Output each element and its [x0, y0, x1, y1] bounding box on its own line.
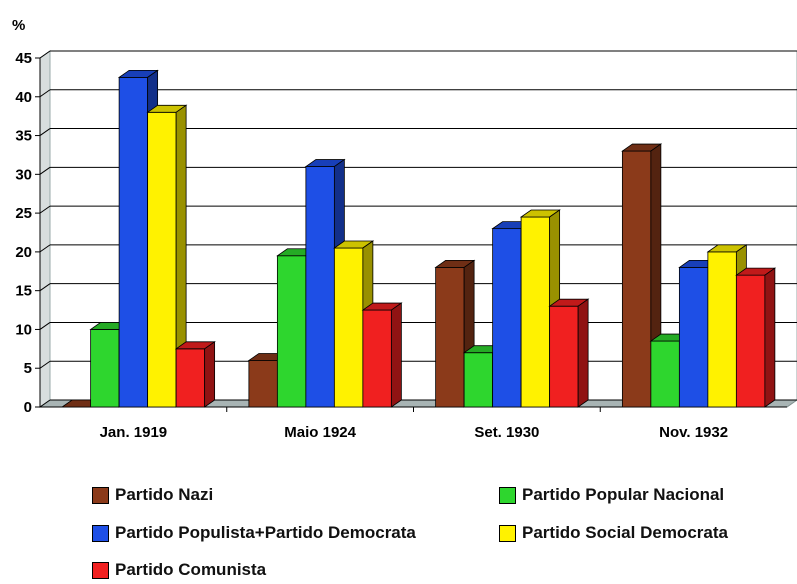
gridline-depth [39, 50, 51, 59]
bar-side-partido-comunista [577, 298, 589, 408]
bar-partido-popular-nacional [276, 255, 307, 408]
x-tick-label: Set. 1930 [474, 424, 539, 441]
bar-partido-popular-nacional [650, 340, 680, 408]
plot-area: 0 5 10 15 20 25 30 35 40 45 Jan. 1919 Maio 1924 Set.… [15, 50, 797, 441]
gridline-depth [39, 89, 51, 98]
x-tick-label: Jan. 1919 [100, 424, 168, 441]
bar-partido-popular-nacional [463, 352, 494, 408]
y-tick-label: 45 [15, 50, 32, 67]
bar-partido-comunista [175, 348, 206, 408]
bar-partido-nazi [621, 150, 652, 408]
y-tick-label: 10 [15, 321, 32, 338]
bar-partido-social-democrata [520, 216, 551, 408]
bar-partido-populista-partido-democrata [678, 266, 709, 408]
gridline-depth [39, 166, 51, 175]
bar-side-partido-comunista [204, 341, 216, 408]
y-tick-label: 5 [24, 360, 32, 377]
y-axis-label: % [12, 17, 25, 34]
gridline-depth [39, 128, 51, 136]
bar-partido-social-democrata [147, 111, 177, 408]
bar-partido-populista-partido-democrata [118, 76, 149, 408]
x-tick-label: Nov. 1932 [659, 424, 728, 441]
y-tick-label: 40 [15, 89, 32, 106]
bar-partido-populista-partido-democrata [305, 166, 335, 408]
bar-partido-social-democrata [707, 251, 737, 408]
gridline-depth [39, 244, 51, 253]
bar-partido-nazi [435, 266, 465, 408]
y-tick-label: 30 [15, 166, 32, 183]
bar-partido-popular-nacional [90, 329, 120, 408]
gridline-depth [39, 322, 51, 330]
y-tick-label: 15 [15, 283, 32, 300]
bar-partido-comunista [549, 305, 579, 408]
y-tick-label: 35 [15, 128, 32, 145]
gridline-depth [39, 360, 51, 369]
gridline-depth [39, 399, 51, 408]
bar-side-partido-comunista [764, 267, 776, 408]
bar-partido-comunista [362, 309, 392, 408]
y-tick-label: 25 [15, 205, 32, 222]
gridline-depth [39, 205, 51, 214]
x-tick-label: Maio 1924 [284, 424, 356, 441]
bar-side-partido-comunista [390, 302, 402, 408]
bar-partido-comunista [735, 274, 766, 408]
side-wall [39, 50, 51, 408]
bar-partido-populista-partido-democrata [492, 228, 522, 408]
bar-partido-nazi [248, 360, 278, 408]
bar-partido-social-democrata [333, 247, 364, 408]
gridline-depth [39, 283, 51, 292]
y-tick-label: 0 [24, 399, 32, 416]
y-tick-label: 20 [15, 244, 32, 261]
